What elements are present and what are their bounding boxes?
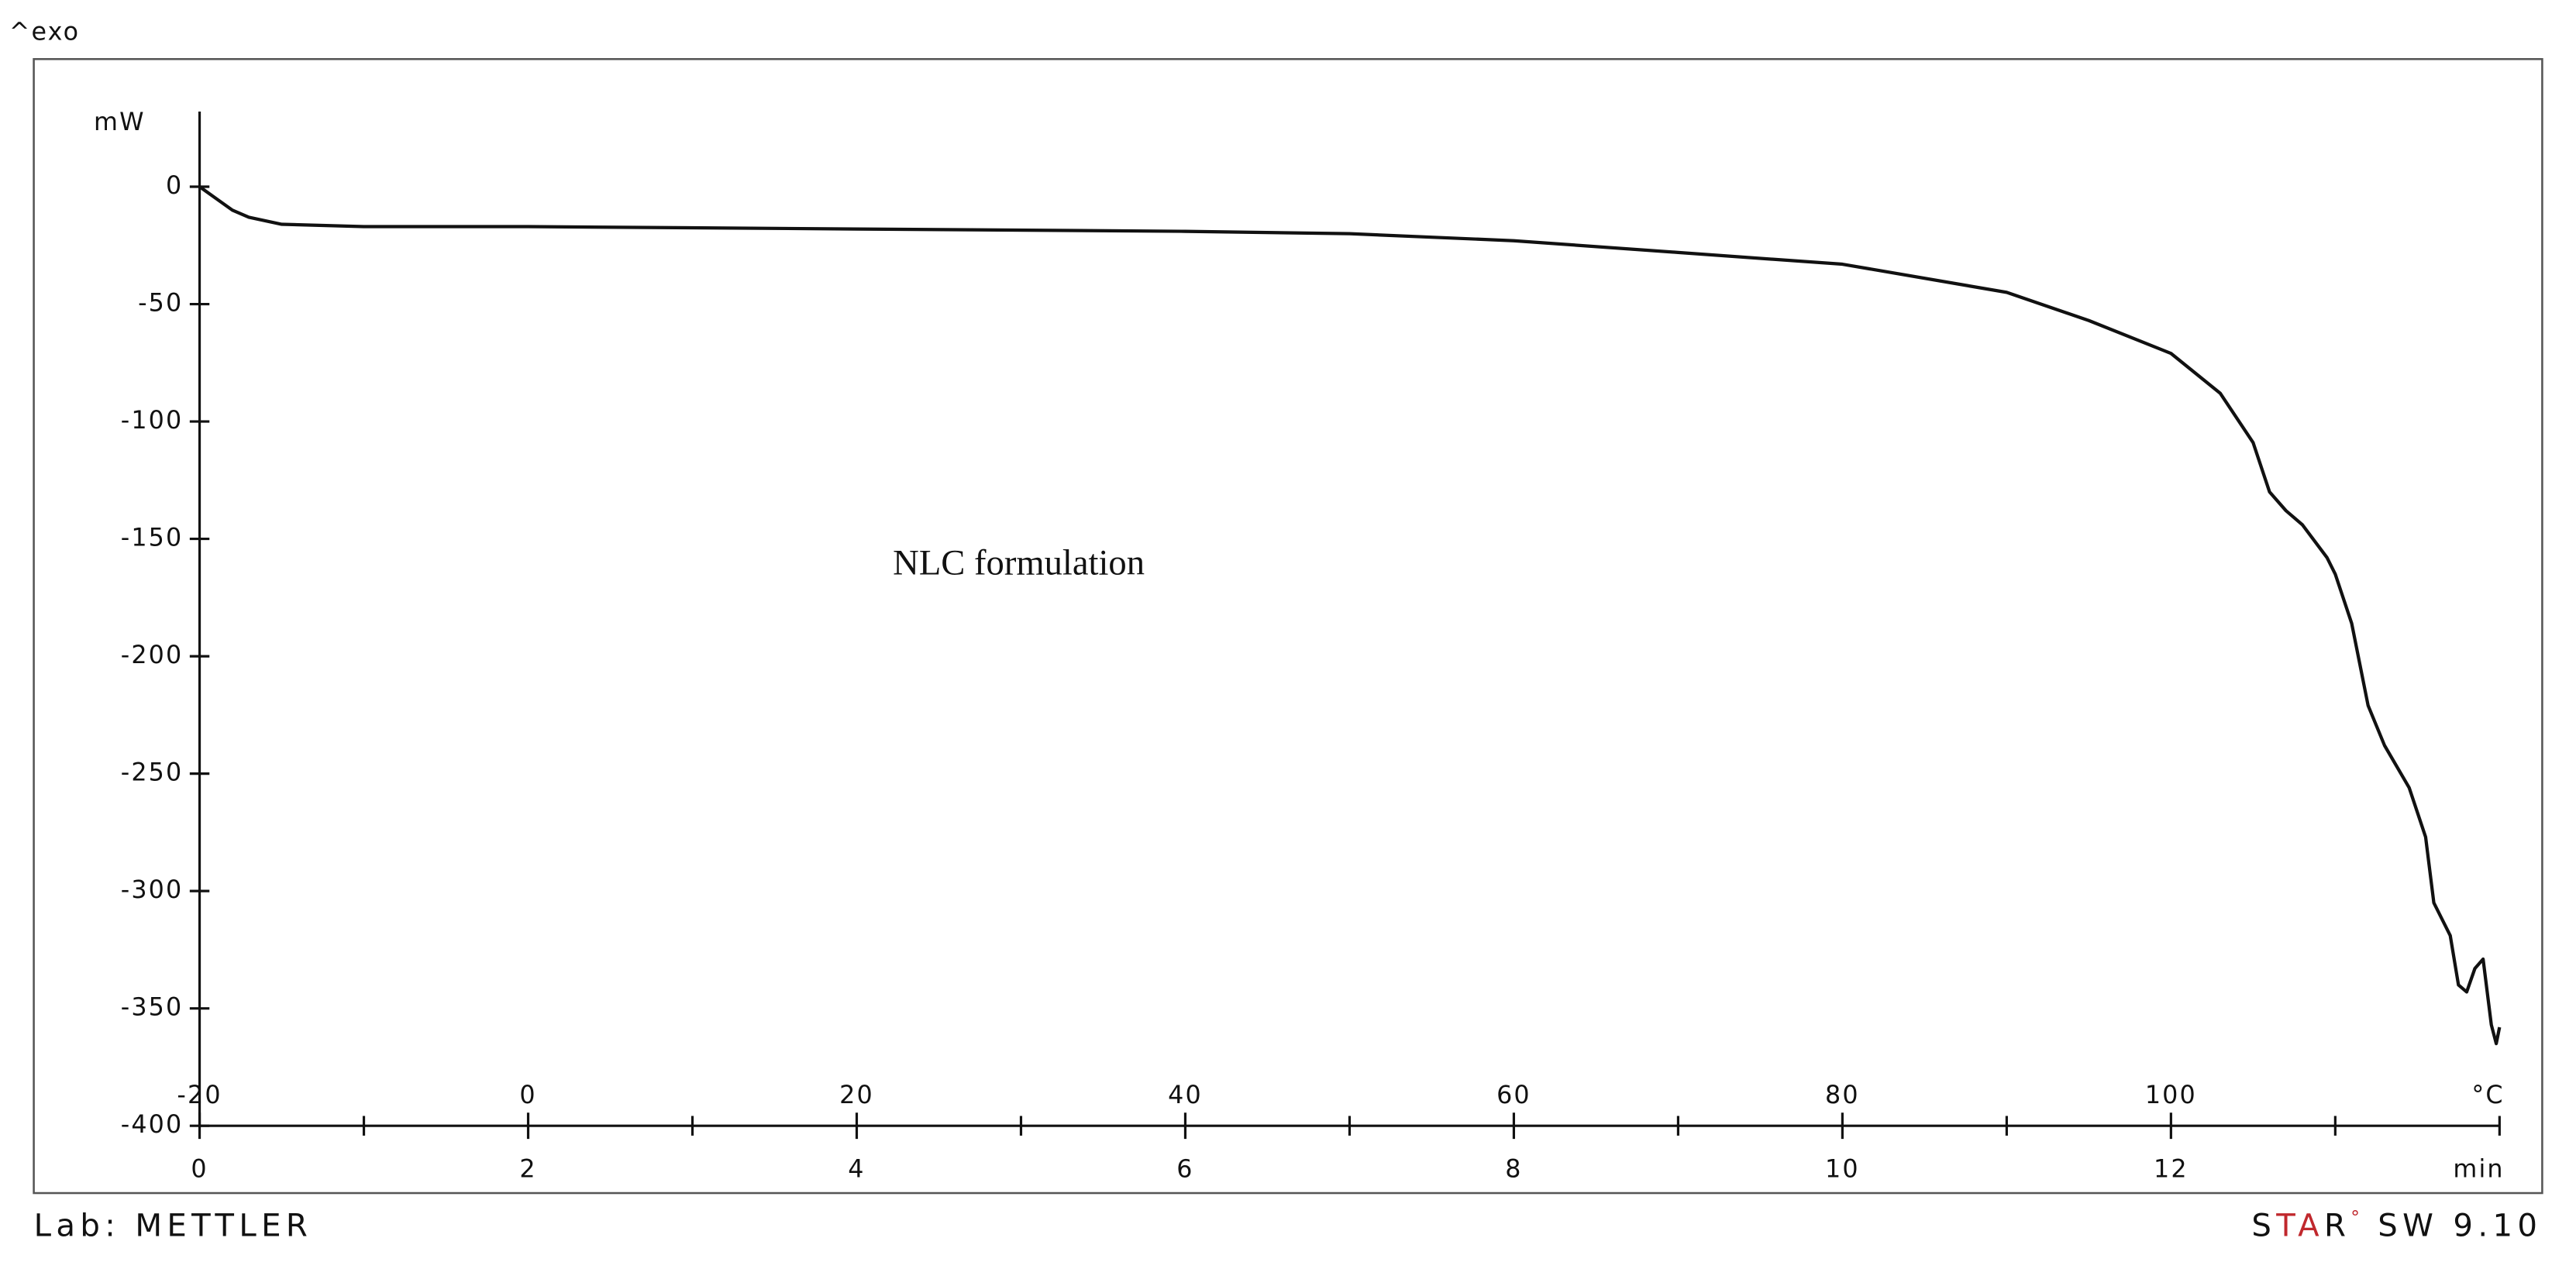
y-tick-label: -300 [121,876,184,904]
y-tick-label: 0 [166,172,183,200]
x-tick-label: 12 [2154,1155,2189,1183]
annotation: NLC formulation [893,543,1145,583]
footer-part: R [2324,1209,2350,1244]
x-axis-label: min [2453,1155,2504,1183]
y-tick-label: -150 [121,524,184,552]
x-tick-label: 2 [519,1155,536,1183]
footer-lab: Lab: METTLER [34,1209,313,1244]
x2-tick-label: 40 [1168,1081,1203,1109]
x-tick-label: 0 [191,1155,208,1183]
y-tick-label: -400 [121,1111,184,1139]
y-tick-label: -100 [121,407,184,435]
y-tick-label: -50 [138,290,183,318]
y-tick-label: -250 [121,759,184,787]
y-tick-label: -200 [121,641,184,669]
y-axis-label: mW [94,108,146,136]
x2-tick-label: 60 [1496,1081,1531,1109]
x-tick-label: 8 [1505,1155,1522,1183]
exo-label: ^exo [9,18,80,46]
x2-tick-label: 20 [839,1081,874,1109]
y-tick-label: -350 [121,994,184,1022]
x2-tick-label: 80 [1825,1081,1860,1109]
x2-axis-label: °C [2471,1081,2504,1109]
x2-tick-label: 100 [2145,1081,2197,1109]
footer-software: STAR° SW 9.10 [2251,1206,2542,1243]
footer-part: TA [2275,1209,2324,1244]
footer-part: S [2251,1209,2276,1244]
footer-part: ° [2350,1206,2364,1227]
x2-tick-label: 0 [519,1081,536,1109]
footer-part: SW 9.10 [2378,1209,2542,1244]
x-tick-label: 4 [848,1155,865,1183]
x-tick-label: 10 [1825,1155,1860,1183]
x-tick-label: 6 [1176,1155,1193,1183]
plot-frame [33,57,2543,1195]
x2-tick-label: -20 [177,1081,222,1109]
data-line [198,185,2502,1046]
